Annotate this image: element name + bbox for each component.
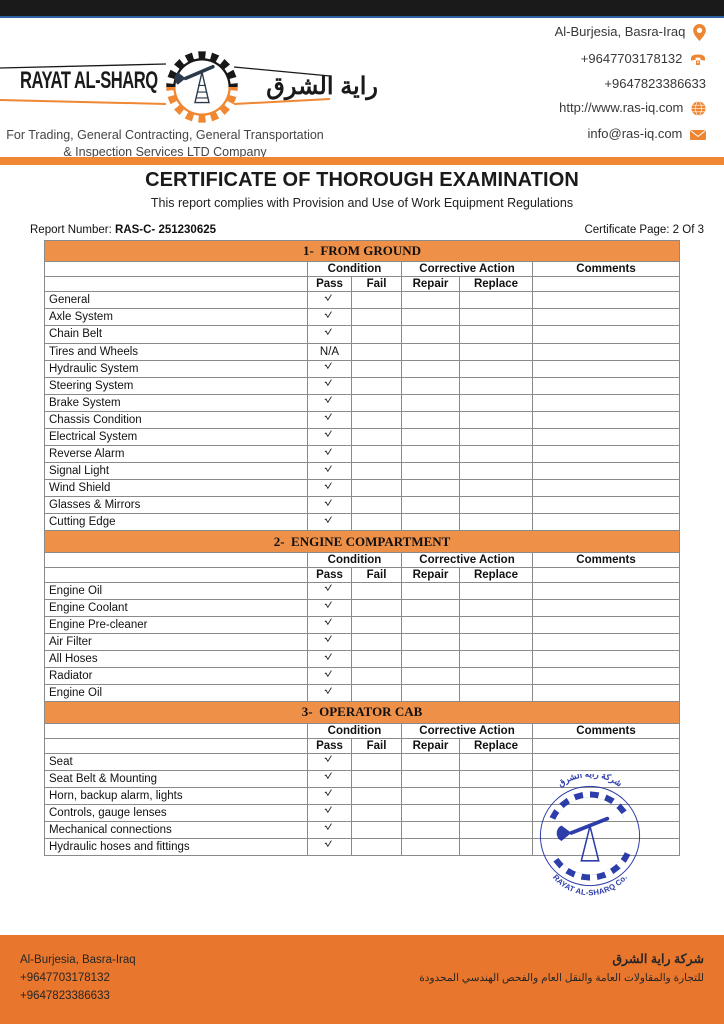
svg-text:شركة راية الشرق: شركة راية الشرق [556, 774, 624, 789]
